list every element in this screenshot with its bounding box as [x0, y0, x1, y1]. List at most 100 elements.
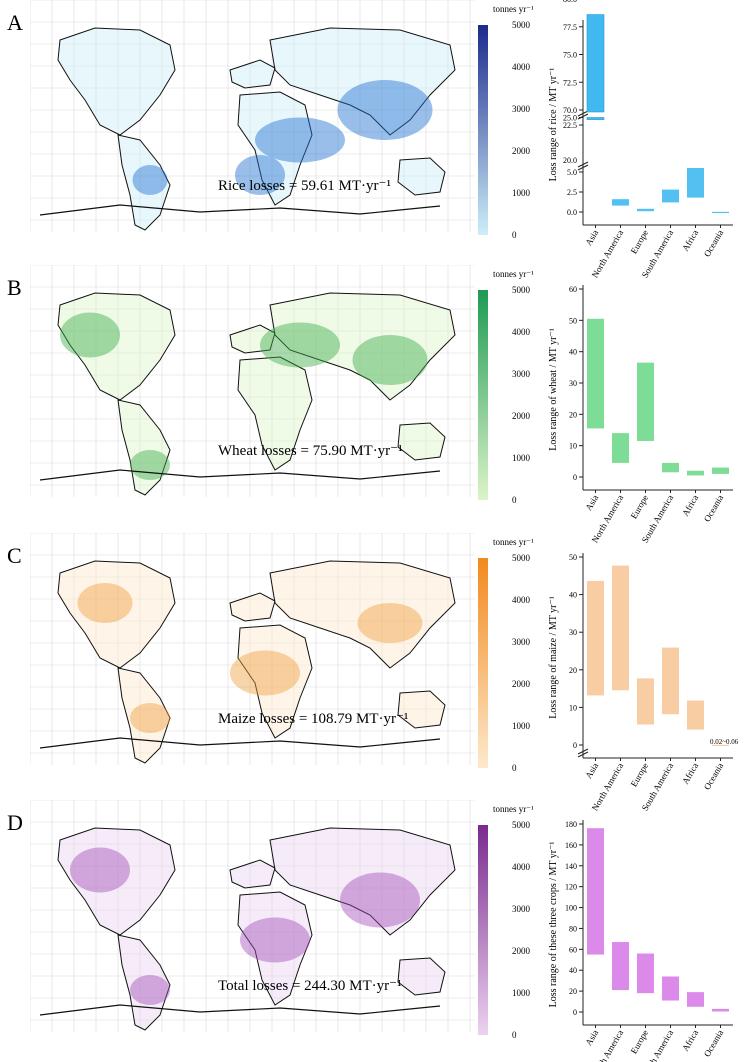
range-bar [662, 462, 679, 473]
chart-y-tick-label: 20 [569, 666, 577, 675]
chart-y-tick-label: 50 [569, 316, 577, 325]
loss-hotspot [130, 450, 170, 480]
world-map [30, 265, 475, 497]
colorbar-tick-label: 0 [512, 1030, 517, 1040]
chart-y-axis-title: Loss range of these three crops / MT yr⁻… [548, 842, 559, 1008]
chart-y-tick-label: 5.0 [567, 168, 577, 177]
continent-outline [397, 422, 446, 461]
colorbar-tick-label: 4000 [512, 62, 531, 72]
chart-category-label: Europe [629, 761, 651, 789]
continent-outline [117, 134, 171, 231]
chart-y-tick-label: 160 [565, 841, 577, 850]
loss-hotspot [337, 80, 433, 140]
range-bar [662, 189, 679, 203]
range-bar [612, 199, 629, 206]
chart-category-label: Africa [680, 761, 700, 786]
colorbar-unit: tonnes yr⁻¹ [493, 804, 534, 814]
chart-y-tick-label: 77.5 [563, 23, 577, 32]
range-bar [687, 700, 704, 730]
continent-outline [237, 91, 313, 206]
chart-category-label: Africa [680, 493, 700, 518]
chart-y-axis-title: Loss range of wheat / MT yr⁻¹ [548, 328, 559, 451]
loss-hotspot [60, 312, 120, 358]
panel-letter: C [7, 543, 22, 568]
chart-category-label: Asia [583, 761, 600, 780]
panel-d: D Total losses = 244.30 MT·yr⁻¹ tonnes yr⁻… [7, 800, 733, 1062]
continent-outline [237, 624, 313, 739]
chart-y-tick-label: 0.0 [567, 208, 577, 217]
chart-y-tick-label: 120 [565, 883, 577, 892]
chart-y-tick-label: 20.0 [563, 156, 577, 165]
chart-category-label: Oceania [702, 493, 725, 524]
colorbar-tick-label: 2000 [512, 679, 531, 689]
loss-hotspot [235, 155, 285, 195]
range-bar [586, 117, 605, 120]
colorbar-unit: tonnes yr⁻¹ [493, 537, 534, 547]
antarctica-outline [39, 469, 441, 481]
chart-y-tick-label: 72.5 [563, 78, 577, 87]
continent-outline [229, 592, 276, 622]
panel-b: B Wheat losses = 75.90 MT·yr⁻¹ tonnes yr⁻¹… [7, 265, 733, 545]
axis-break-mark [577, 161, 589, 171]
colorbar-tick-label: 3000 [512, 369, 531, 379]
chart-y-tick-label: 60 [569, 285, 577, 294]
continent-outline [229, 59, 276, 89]
range-bar [612, 565, 629, 691]
chart-y-tick-label: 2.5 [567, 188, 577, 197]
map-total-label: Maize losses = 108.79 MT·yr⁻¹ [218, 711, 408, 727]
chart-y-tick-label: 100 [565, 904, 577, 913]
loss-hotspot [230, 650, 300, 696]
axis-break-mark [577, 748, 589, 758]
panel-letter: B [7, 275, 22, 300]
colorbar [478, 290, 488, 500]
colorbar-tick-label: 1000 [512, 988, 531, 998]
continent-outline [269, 27, 456, 136]
loss-hotspot [340, 872, 420, 928]
chart-y-tick-label: 60 [569, 945, 577, 954]
world-map [30, 800, 475, 1032]
chart-y-tick-label: 140 [565, 862, 577, 871]
colorbar-tick-label: 2000 [512, 411, 531, 421]
colorbar-tick-label: 5000 [512, 20, 531, 30]
map-total-label: Total losses = 244.30 MT·yr⁻¹ [218, 978, 402, 994]
colorbar-tick-label: 2000 [512, 946, 531, 956]
map-background [30, 533, 475, 765]
antarctica-outline [39, 1004, 441, 1016]
range-bar [587, 828, 604, 955]
chart-category-label: Oceania [702, 761, 725, 792]
loss-hotspot [352, 335, 428, 385]
range-bar [612, 942, 629, 991]
map-total-label: Rice losses = 59.61 MT·yr⁻¹ [218, 178, 391, 194]
chart-category-label: Europe [629, 493, 651, 521]
continent-outline [237, 356, 313, 471]
range-bar [662, 647, 679, 715]
continent-outline [117, 934, 171, 1031]
chart-y-tick-label: 0 [573, 741, 577, 750]
world-map [30, 0, 475, 232]
chart-category-label: Asia [583, 493, 600, 512]
chart-y-tick-label: 80.0 [563, 0, 577, 4]
loss-hotspot [357, 603, 423, 643]
colorbar [478, 558, 488, 768]
loss-hotspot [240, 917, 310, 963]
range-bar [637, 678, 654, 725]
chart-y-tick-label: 0 [573, 1008, 577, 1017]
map-background [30, 0, 475, 232]
continent-outline [117, 399, 171, 496]
colorbar [478, 825, 488, 1035]
colorbar [478, 25, 488, 235]
chart-y-tick-label: 25.0 [563, 114, 577, 123]
continent-outline [57, 560, 176, 669]
chart-y-tick-label: 40 [569, 966, 577, 975]
range-bar [687, 992, 704, 1007]
map-total-label: Wheat losses = 75.90 MT·yr⁻¹ [218, 443, 403, 459]
chart-category-label: Asia [583, 1028, 600, 1047]
loss-hotspot [77, 583, 133, 623]
range-bar [712, 1008, 729, 1012]
colorbar-tick-label: 3000 [512, 904, 531, 914]
chart-y-tick-label: 10 [569, 442, 577, 451]
continent-outline [397, 690, 446, 729]
range-bar [637, 208, 654, 212]
range-bar [662, 976, 679, 1001]
